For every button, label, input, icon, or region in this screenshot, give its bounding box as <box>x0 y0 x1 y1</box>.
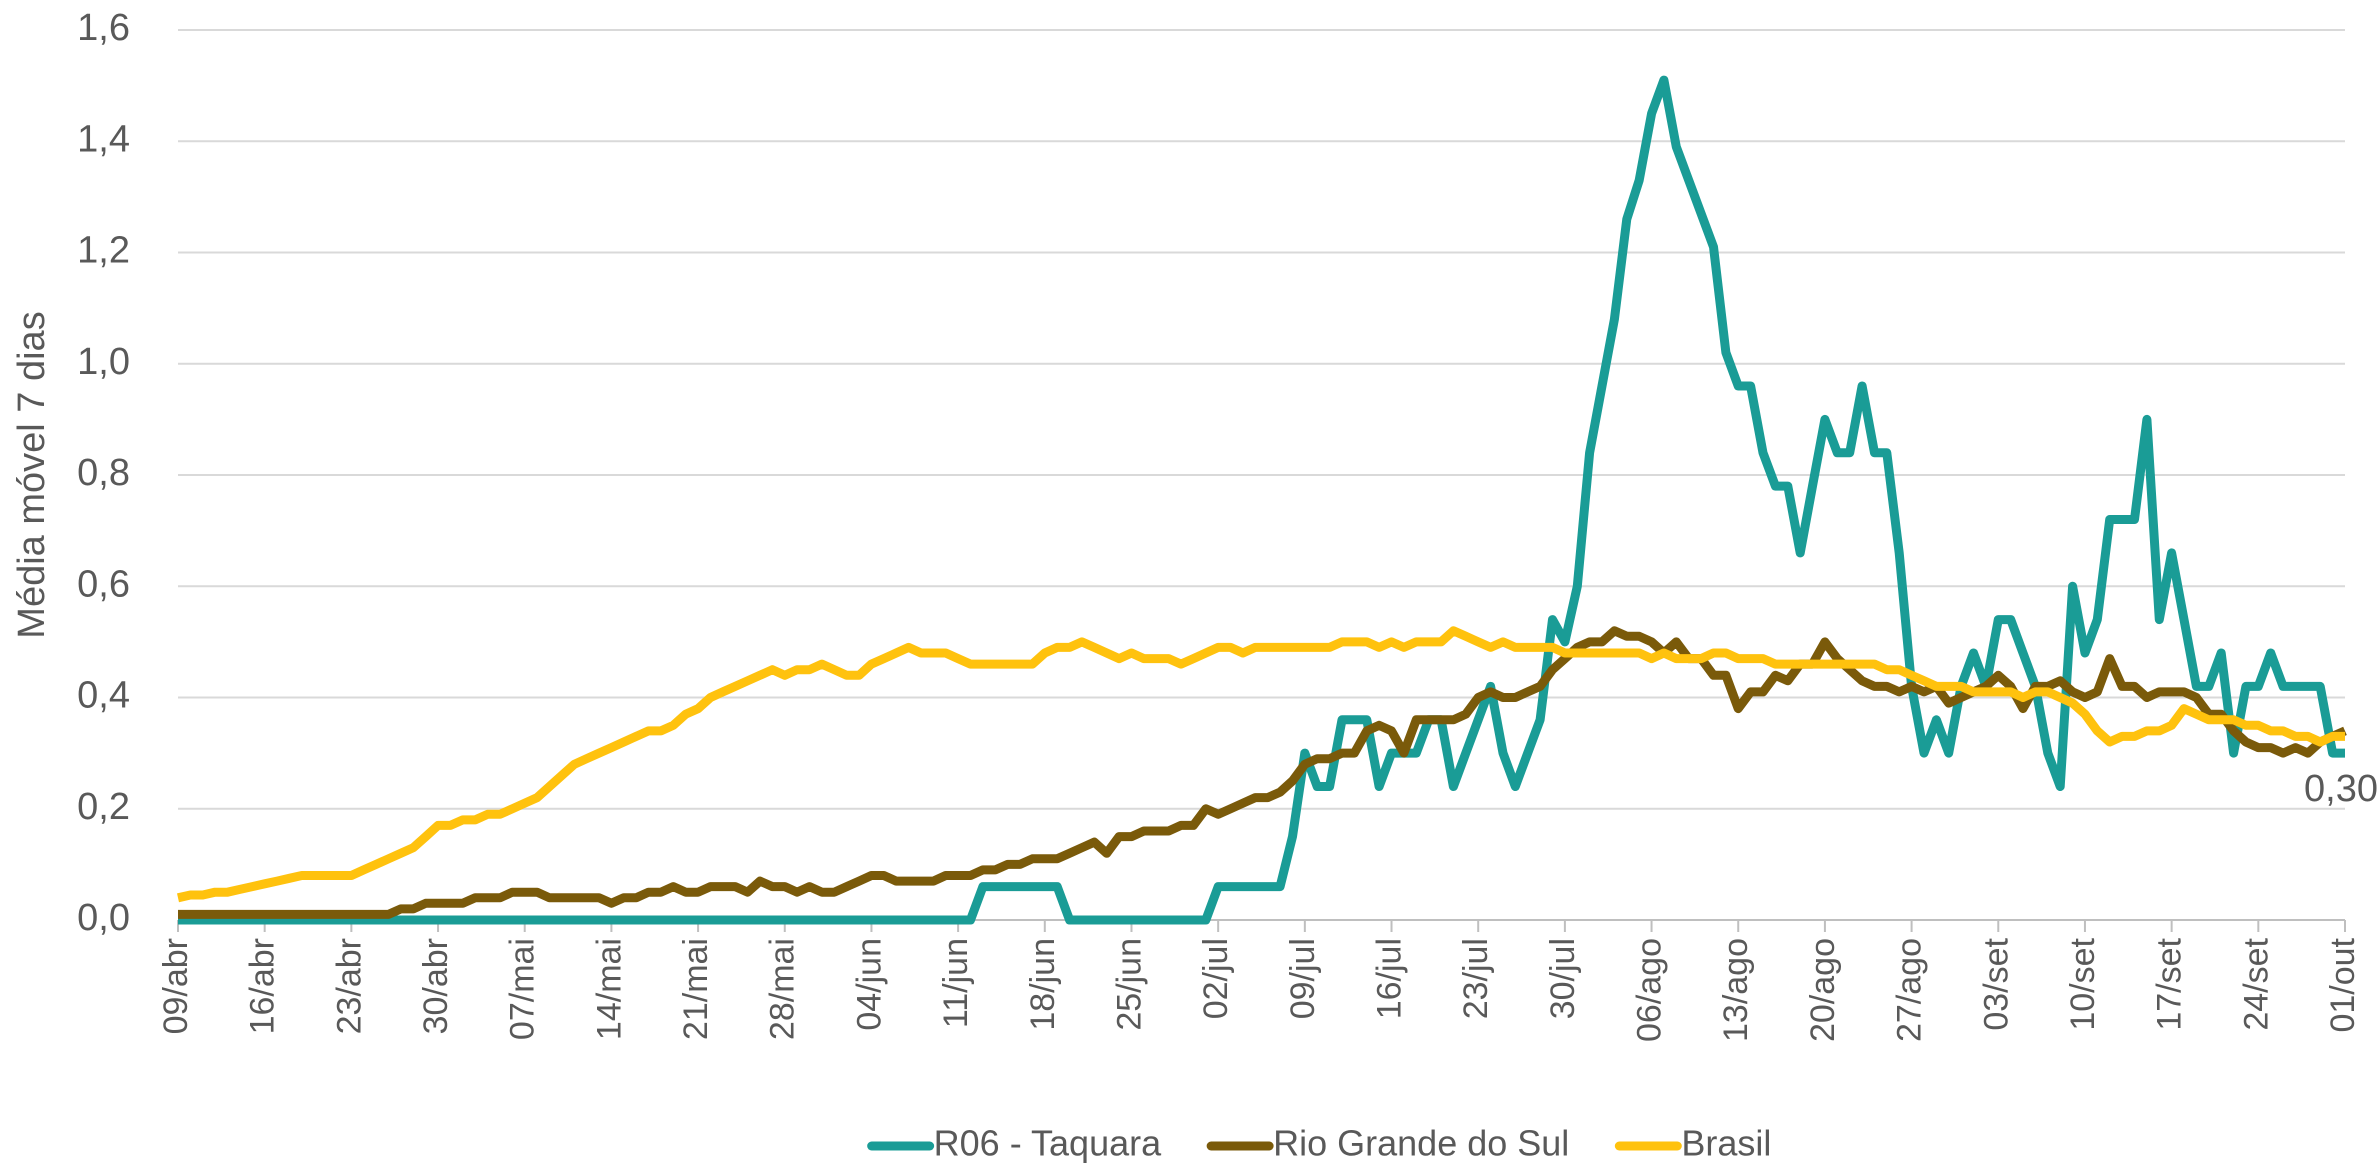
y-tick-label: 1,2 <box>77 230 130 272</box>
x-tick-label: 30/jul <box>1544 938 1582 1019</box>
x-tick-label: 03/set <box>1977 937 2015 1030</box>
y-tick-label: 0,4 <box>77 675 130 717</box>
x-tick-label: 25/jun <box>1110 938 1148 1031</box>
series-line <box>178 75 2345 925</box>
y-tick-label: 1,6 <box>77 7 130 49</box>
y-tick-label: 0,6 <box>77 563 130 605</box>
x-tick-label: 20/ago <box>1804 938 1842 1042</box>
legend: R06 - Taquara Rio Grande do Sul Brasil <box>867 1123 1771 1164</box>
x-tick-label: 16/abr <box>244 938 282 1034</box>
x-tick-label: 21/mai <box>677 938 715 1040</box>
x-tick-label: 17/set <box>2151 937 2189 1030</box>
y-tick-label: 0,0 <box>77 897 130 939</box>
y-axis-title: Média móvel 7 dias <box>11 311 53 638</box>
x-tick-label: 28/mai <box>764 938 802 1040</box>
y-tick-label: 1,4 <box>77 118 130 160</box>
y-tick-label: 0,2 <box>77 786 130 828</box>
x-tick-label: 23/abr <box>330 938 368 1034</box>
x-tick-label: 06/ago <box>1631 938 1669 1042</box>
x-tick-label: 02/jul <box>1197 938 1235 1019</box>
x-tick-label: 27/ago <box>1891 938 1929 1042</box>
x-tick-label: 09/jul <box>1284 938 1322 1019</box>
x-tick-label: 11/jun <box>937 938 975 1028</box>
x-tick-label: 14/mai <box>590 938 628 1040</box>
x-tick-label: 07/mai <box>504 938 542 1040</box>
x-tick-label: 24/set <box>2237 937 2275 1030</box>
y-tick-label: 0,8 <box>77 452 130 494</box>
legend-label: Brasil <box>1681 1123 1771 1164</box>
x-tick-label: 13/ago <box>1717 938 1755 1042</box>
y-tick-label: 1,0 <box>77 341 130 383</box>
x-tick-label: 23/jul <box>1457 938 1495 1019</box>
x-tick-label: 10/set <box>2064 937 2102 1030</box>
legend-label: Rio Grande do Sul <box>1273 1123 1569 1164</box>
data-label: 0,30 <box>2304 768 2378 810</box>
series-line <box>177 626 2345 903</box>
x-tick-label: 18/jun <box>1024 938 1062 1031</box>
series-line <box>178 626 2347 919</box>
x-tick-label: 09/abr <box>157 938 195 1034</box>
x-tick-label: 04/jun <box>850 938 888 1031</box>
x-tick-label: 16/jul <box>1371 938 1409 1019</box>
legend-label: R06 - Taquara <box>934 1123 1162 1164</box>
x-tick-label: 30/abr <box>417 938 455 1034</box>
x-tick-label: 01/out <box>2324 937 2362 1032</box>
